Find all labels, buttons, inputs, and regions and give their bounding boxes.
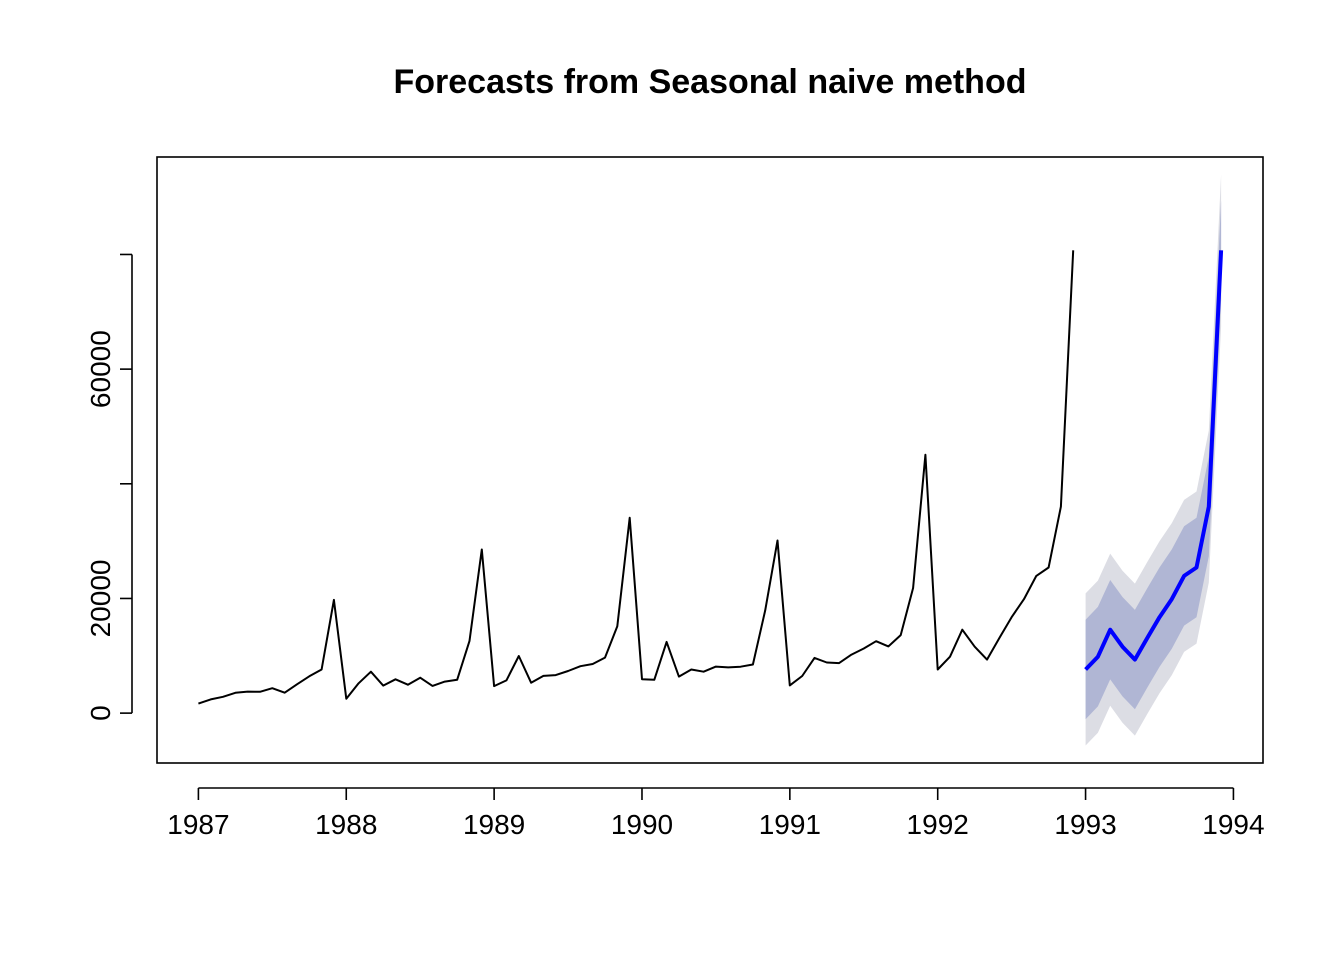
prediction-intervals [1085,174,1222,746]
history-line [198,250,1075,705]
plot-box [156,156,1264,764]
x-axis: 1987 1988 1989 1990 1991 1992 1993 1994 [167,787,1265,840]
band-80 [1085,200,1222,720]
x-tick-label: 1988 [315,809,377,840]
x-tick-label: 1993 [1054,809,1116,840]
chart-title: Forecasts from Seasonal naive method [394,63,1027,101]
series-lines [198,250,1224,705]
x-tick-label: 1989 [463,809,525,840]
x-tick-label: 1994 [1202,809,1264,840]
x-tick-label: 1987 [167,809,229,840]
y-tick-label: 60000 [85,330,116,408]
y-axis: 0 20000 60000 [85,253,133,721]
forecast-line [1084,250,1224,671]
y-tick-label: 20000 [85,560,116,638]
x-tick-label: 1990 [611,809,673,840]
x-tick-label: 1992 [907,809,969,840]
x-tick-label: 1991 [759,809,821,840]
y-tick-label: 0 [85,705,116,721]
